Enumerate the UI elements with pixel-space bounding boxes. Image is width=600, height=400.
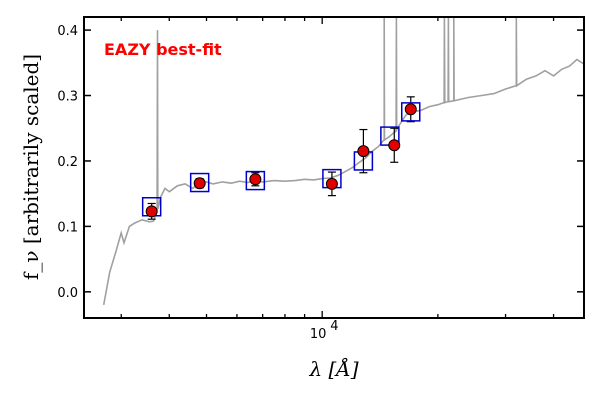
model-photometry-square	[401, 102, 421, 122]
observed-point	[388, 139, 401, 152]
model-photometry-square	[245, 170, 266, 191]
observed-point	[249, 173, 262, 186]
y-tick-label: 0.1	[57, 220, 78, 235]
y-tick-label: 0.0	[57, 286, 78, 301]
observed-photometry-layer	[145, 103, 417, 218]
x-tick-label-exponent: 4	[330, 319, 338, 334]
plot-area	[84, 17, 584, 318]
x-axis-label: λ [Å]	[308, 356, 358, 381]
y-tick-label: 0.3	[57, 90, 78, 105]
x-tick-label: 10	[310, 327, 327, 342]
observed-point	[193, 177, 206, 190]
observed-point	[357, 145, 370, 158]
tick-layer: 0.0 0.1 0.2 0.3 0.4 104	[57, 17, 584, 342]
sed-model-layer	[102, 17, 584, 306]
observed-point	[404, 103, 417, 116]
plot-frame	[83, 16, 585, 319]
sed-model-line	[102, 17, 584, 306]
y-tick-label: 0.2	[57, 155, 78, 170]
observed-point	[325, 177, 338, 190]
legend-annotation: EAZY best-fit	[104, 40, 222, 59]
observed-point	[145, 205, 158, 218]
y-tick-label: 0.4	[57, 24, 78, 39]
model-photometry-square	[189, 172, 210, 193]
y-axis-label: f_ν [arbitrarily scaled]	[19, 54, 43, 280]
